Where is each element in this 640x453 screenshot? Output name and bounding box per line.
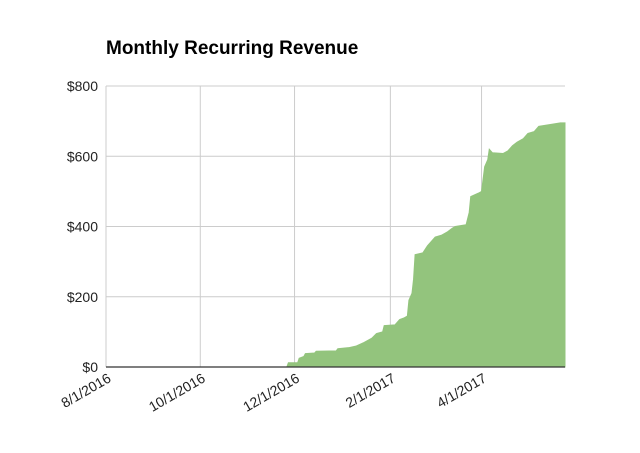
mrr-area [106,122,566,368]
y-tick-labels: $0 $200 $400 $600 $800 [67,78,98,375]
x-tick-label: 4/1/2017 [434,370,489,411]
x-tick-label: 12/1/2016 [240,370,302,415]
x-tick-label: 8/1/2016 [58,370,113,411]
y-tick-label: $400 [67,219,98,235]
x-tick-label: 2/1/2017 [343,370,398,411]
y-tick-label: $200 [67,289,98,305]
x-tick-labels: 8/1/2016 10/1/2016 12/1/2016 2/1/2017 4/1/20… [58,370,489,415]
x-tick-label: 10/1/2016 [146,370,208,415]
y-tick-label: $800 [67,78,98,94]
y-tick-label: $0 [82,359,98,375]
y-tick-label: $600 [67,148,98,164]
chart-title: Monthly Recurring Revenue [106,38,359,59]
